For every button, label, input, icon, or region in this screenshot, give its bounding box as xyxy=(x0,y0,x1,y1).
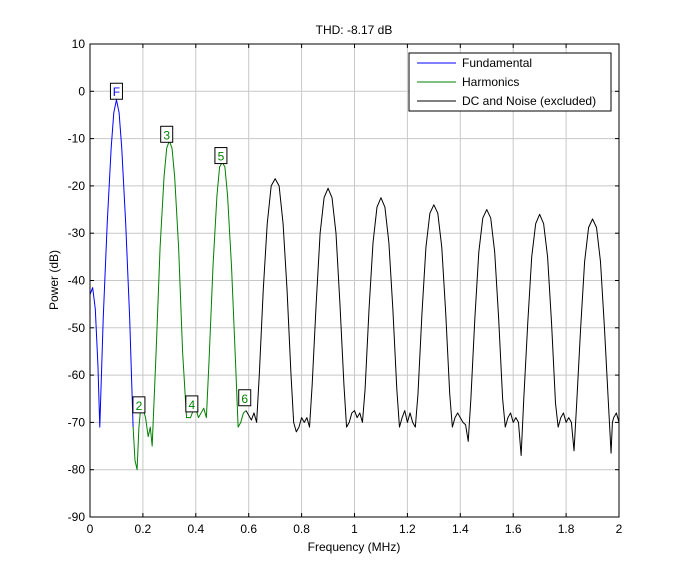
y-tick-label: 0 xyxy=(78,84,85,98)
x-tick-label: 1.2 xyxy=(399,522,416,536)
y-tick-label: -20 xyxy=(68,179,86,193)
annotation-box xyxy=(109,82,123,100)
x-tick-label: 0.4 xyxy=(187,522,204,536)
y-tick-label: -60 xyxy=(68,368,86,382)
x-tick-label: 1.4 xyxy=(452,522,469,536)
annotation-box xyxy=(185,395,199,413)
y-axis-label: Power (dB) xyxy=(47,250,61,310)
grid-lines xyxy=(90,44,619,517)
annotation-box xyxy=(214,147,228,165)
x-tick-label: 0.6 xyxy=(240,522,257,536)
axis-ticks: 100-10-20-30-40-50-60-70-80-900 0.2 0.4 0.6… xyxy=(68,37,623,536)
y-tick-label: -40 xyxy=(68,274,86,288)
annotation-5: 5 xyxy=(214,147,228,165)
annotation-label: 3 xyxy=(163,128,170,142)
x-tick-label: 1.6 xyxy=(505,522,522,536)
annotation-box xyxy=(238,389,252,407)
y-tick-label: -90 xyxy=(68,510,86,524)
x-tick-label: 0.2 xyxy=(135,522,152,536)
x-tick-label: 2 xyxy=(616,522,623,536)
x-axis-label: Frequency (MHz) xyxy=(308,540,401,554)
legend-label-harmonics: Harmonics xyxy=(462,75,519,89)
legend-label-fundamental: Fundamental xyxy=(462,56,532,70)
annotation-label: 6 xyxy=(241,392,248,406)
y-tick-label: -50 xyxy=(68,321,86,335)
annotation-6: 6 xyxy=(238,389,252,407)
x-tick-label: 0 xyxy=(87,522,94,536)
series-curves xyxy=(89,99,620,471)
annotation-box xyxy=(132,396,146,414)
series-line-harmonics xyxy=(132,140,247,471)
annotation-3: 3 xyxy=(160,125,174,143)
annotation-F: F xyxy=(109,82,123,100)
y-tick-label: 10 xyxy=(72,37,86,51)
annotation-4: 4 xyxy=(185,395,199,413)
series-line-dc-and-noise-excluded xyxy=(245,178,620,457)
annotation-box xyxy=(160,125,174,143)
x-tick-label: 0.8 xyxy=(293,522,310,536)
y-tick-label: -80 xyxy=(68,463,86,477)
annotation-label: 4 xyxy=(188,398,195,412)
annotation-label: F xyxy=(113,85,120,99)
series-line-fundamental xyxy=(89,99,134,428)
y-tick-label: -30 xyxy=(68,226,86,240)
y-tick-label: -70 xyxy=(68,415,86,429)
annotation-label: 2 xyxy=(136,399,143,413)
annotation-label: 5 xyxy=(218,150,225,164)
chart-title: THD: -8.17 dB xyxy=(316,23,393,37)
annotation-2: 2 xyxy=(132,396,146,414)
harmonic-annotations: F 2 3 4 5 6 xyxy=(109,82,252,414)
x-tick-label: 1.8 xyxy=(558,522,575,536)
x-tick-label: 1 xyxy=(351,522,358,536)
legend: Fundamental Harmonics DC and Noise (excl… xyxy=(408,52,612,112)
legend-label-dc-noise: DC and Noise (excluded) xyxy=(462,94,596,108)
y-tick-label: -10 xyxy=(68,132,86,146)
